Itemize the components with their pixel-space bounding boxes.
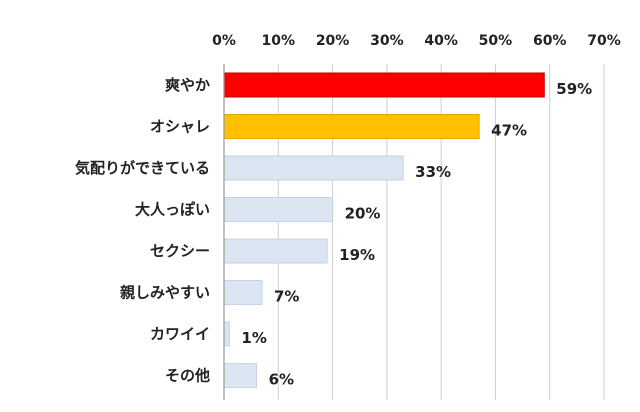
bar (223, 155, 404, 181)
data-label: 7% (274, 288, 299, 306)
data-label: 59% (556, 80, 592, 98)
data-label: 1% (241, 329, 266, 347)
x-tick-label: 0% (212, 33, 236, 49)
category-label: 気配りができている (75, 159, 210, 177)
x-tick-label: 40% (424, 33, 458, 49)
bar (223, 238, 328, 264)
data-label: 47% (491, 122, 527, 140)
x-tick-label: 70% (587, 33, 621, 49)
category-label: オシャレ (150, 118, 210, 136)
data-label: 33% (415, 163, 451, 181)
category-label: セクシー (150, 242, 210, 260)
x-axis-ticks: 0% 10% 20% 30% 40% 50% 60% 70% (212, 33, 621, 49)
bar (223, 280, 263, 305)
x-tick-label: 10% (262, 33, 296, 49)
category-label: 爽やか (165, 76, 210, 94)
data-labels: 59% 47% 33% 20% 19% 7% 1% 6% (241, 80, 592, 389)
data-label: 6% (269, 371, 294, 389)
x-tick-label: 20% (316, 33, 350, 49)
category-label: カワイイ (150, 325, 210, 343)
bar (223, 72, 545, 98)
bar (223, 114, 480, 139)
data-label: 19% (339, 246, 375, 264)
bar (223, 197, 334, 222)
x-tick-label: 30% (370, 33, 404, 49)
x-tick-label: 50% (479, 33, 513, 49)
data-label: 20% (345, 205, 381, 223)
bar (223, 363, 258, 388)
category-label: 親しみやすい (120, 284, 210, 302)
x-tick-label: 60% (533, 33, 567, 49)
category-label: その他 (165, 367, 210, 385)
bars (223, 72, 545, 388)
category-label: 大人っぽい (135, 201, 210, 219)
bar (223, 321, 230, 347)
